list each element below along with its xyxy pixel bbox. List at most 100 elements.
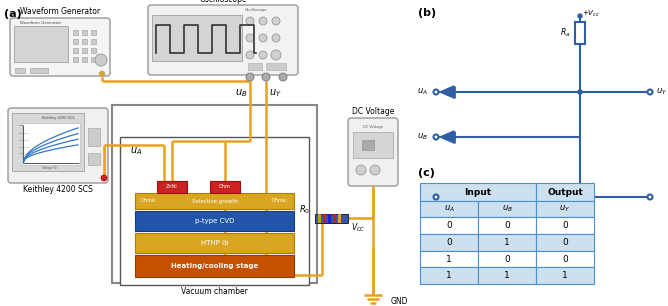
Text: $R_0$: $R_0$: [299, 204, 310, 216]
Bar: [82, 48, 87, 53]
Text: $u_Y$: $u_Y$: [656, 87, 667, 97]
Bar: [82, 30, 87, 35]
Bar: [362, 140, 374, 150]
Bar: [91, 39, 96, 44]
Text: HTHP Ib: HTHP Ib: [201, 240, 228, 246]
Bar: [73, 30, 78, 35]
Circle shape: [246, 51, 254, 59]
FancyBboxPatch shape: [348, 118, 398, 186]
Text: Waveform Generator: Waveform Generator: [20, 8, 100, 17]
Circle shape: [272, 34, 280, 42]
Text: p-type CVD: p-type CVD: [195, 218, 234, 224]
Circle shape: [259, 17, 267, 25]
Text: Transistor: Transistor: [19, 139, 30, 141]
Bar: [135, 255, 294, 277]
Circle shape: [434, 135, 438, 140]
Text: (c): (c): [418, 168, 435, 178]
Circle shape: [271, 50, 281, 60]
Text: $u_A$: $u_A$: [417, 87, 428, 97]
Bar: [478, 201, 536, 217]
Circle shape: [356, 165, 366, 175]
Text: 1: 1: [446, 255, 452, 263]
Circle shape: [246, 73, 254, 81]
Text: 0: 0: [562, 238, 568, 247]
Text: 0: 0: [504, 255, 510, 263]
Bar: [333, 214, 336, 223]
Bar: [88, 153, 100, 165]
Bar: [82, 57, 87, 62]
Bar: [135, 193, 294, 209]
Circle shape: [279, 73, 287, 81]
Circle shape: [259, 51, 267, 59]
Bar: [420, 201, 478, 217]
Bar: [536, 201, 594, 217]
Circle shape: [259, 34, 267, 42]
Circle shape: [578, 90, 582, 94]
Bar: [88, 128, 100, 146]
Text: Ohmic: Ohmic: [272, 199, 288, 203]
Text: $u_B$: $u_B$: [234, 87, 247, 99]
Bar: [420, 234, 478, 251]
Bar: [22, 123, 80, 165]
Bar: [152, 15, 242, 61]
Text: Oscilloscope: Oscilloscope: [244, 8, 267, 12]
Text: GND: GND: [391, 297, 409, 305]
Bar: [536, 234, 594, 251]
Text: Voltage (V): Voltage (V): [42, 166, 57, 170]
Circle shape: [246, 17, 254, 25]
FancyBboxPatch shape: [10, 18, 110, 76]
FancyBboxPatch shape: [8, 108, 108, 183]
Bar: [91, 48, 96, 53]
Circle shape: [434, 195, 438, 200]
Circle shape: [578, 14, 582, 18]
Circle shape: [246, 34, 254, 42]
Circle shape: [99, 71, 105, 77]
Text: $V_{CC}$: $V_{CC}$: [351, 222, 365, 234]
Bar: [420, 217, 478, 234]
Bar: [135, 211, 294, 231]
Text: Diode: Diode: [19, 125, 25, 126]
Text: Oscilloscope: Oscilloscope: [199, 0, 246, 5]
Bar: [91, 57, 96, 62]
Text: $R_a$: $R_a$: [560, 27, 570, 39]
Text: $u_Y$: $u_Y$: [269, 87, 282, 99]
Bar: [248, 63, 262, 70]
Bar: [30, 68, 48, 73]
Bar: [157, 181, 187, 193]
Text: 0: 0: [446, 221, 452, 230]
Bar: [353, 132, 393, 158]
Polygon shape: [440, 86, 454, 98]
Bar: [478, 217, 536, 234]
Bar: [73, 48, 78, 53]
Text: $u_B$: $u_B$: [502, 204, 512, 215]
Bar: [536, 267, 594, 284]
Text: 1: 1: [562, 271, 568, 280]
Bar: [82, 39, 87, 44]
Bar: [478, 234, 536, 251]
FancyBboxPatch shape: [148, 5, 298, 75]
Text: 1: 1: [504, 238, 510, 247]
Circle shape: [647, 89, 653, 95]
Circle shape: [101, 175, 107, 181]
Text: Ohm: Ohm: [219, 185, 231, 189]
Text: 1: 1: [504, 271, 510, 280]
Circle shape: [262, 73, 270, 81]
Text: $u_B$: $u_B$: [417, 132, 428, 142]
Bar: [15, 68, 25, 73]
Text: Keithley 4200 SCS: Keithley 4200 SCS: [41, 116, 74, 120]
Bar: [135, 233, 294, 253]
Circle shape: [370, 165, 380, 175]
Bar: [420, 267, 478, 284]
Bar: [14, 26, 68, 62]
Text: $u_Y$: $u_Y$: [559, 204, 570, 215]
Bar: [318, 214, 321, 223]
Text: (a): (a): [4, 9, 22, 19]
Text: Logic: Logic: [19, 154, 25, 155]
Polygon shape: [440, 131, 454, 143]
Text: Selective growth: Selective growth: [192, 199, 237, 203]
Text: 0: 0: [562, 255, 568, 263]
Circle shape: [95, 54, 107, 66]
Circle shape: [272, 17, 280, 25]
Bar: [478, 251, 536, 267]
Text: Heating/cooling stage: Heating/cooling stage: [171, 263, 258, 269]
